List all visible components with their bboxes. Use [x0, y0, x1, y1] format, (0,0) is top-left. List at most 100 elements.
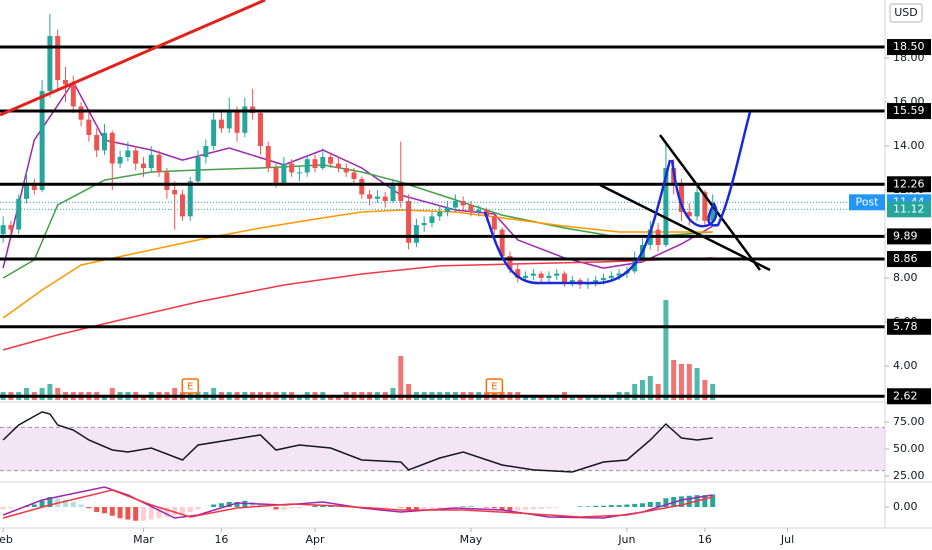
macd-histogram-bar: [273, 507, 279, 510]
currency-box: [889, 3, 923, 23]
macd-histogram-bar: [546, 507, 552, 509]
earnings-marker: [485, 378, 504, 394]
level-label-box: [887, 228, 931, 245]
candle-body: [24, 183, 30, 199]
volume-bar: [671, 360, 677, 400]
macd-histogram-bar: [140, 507, 146, 521]
x-tick-label: Mar: [133, 533, 154, 546]
volume-bar: [24, 388, 30, 400]
candle-body: [148, 154, 154, 169]
candle-body: [608, 275, 614, 278]
macd-histogram-bar: [577, 506, 583, 507]
level-label: 8.86: [893, 252, 918, 265]
volume-bar: [663, 300, 669, 400]
macd-histogram-bar: [164, 507, 170, 517]
last-price: 11.12: [893, 202, 925, 215]
macd-histogram-bar: [507, 507, 513, 511]
macd-histogram-bar: [515, 507, 521, 511]
candle-body: [242, 106, 248, 133]
candle-body: [343, 168, 349, 173]
candle-body: [601, 277, 607, 281]
volume-bar: [55, 388, 61, 400]
candle-body: [406, 200, 412, 243]
macd-histogram-bar: [523, 507, 529, 511]
candle-body: [421, 222, 427, 226]
candle-body: [296, 172, 302, 174]
volume-bar: [538, 396, 544, 400]
candle-body: [702, 192, 708, 221]
volume-bar: [678, 364, 684, 400]
macd-histogram-bar: [437, 507, 443, 509]
volume-bar: [655, 384, 661, 400]
macd-histogram-bar: [601, 505, 607, 507]
candle-body: [70, 84, 76, 107]
candle-body: [491, 216, 497, 230]
candle-body: [351, 172, 357, 179]
candle-body: [187, 181, 193, 217]
moving-average: [2, 164, 713, 279]
level-label: 15.59: [893, 104, 925, 117]
volume-bar: [608, 396, 614, 400]
candle-body: [367, 194, 373, 199]
volume-bar: [335, 396, 341, 400]
macd-histogram-bar: [179, 507, 185, 515]
triangle-line: [599, 134, 771, 272]
x-tick-label: Feb: [0, 533, 13, 546]
x-tick-label: Jun: [617, 533, 635, 546]
candle-body: [374, 196, 380, 199]
macd-histogram-bar: [421, 507, 427, 510]
volume-bar: [296, 396, 302, 400]
candle-body: [179, 194, 185, 217]
candle-body: [211, 119, 217, 147]
volume-bar: [406, 384, 412, 400]
volume-bar: [601, 396, 607, 400]
earnings-label: E: [187, 382, 193, 393]
candle-body: [156, 154, 162, 173]
volume-bar: [211, 388, 217, 400]
candle-body: [523, 275, 529, 278]
candle-body: [234, 110, 240, 133]
macd-histogram-bar: [8, 507, 14, 509]
macd-histogram-bar: [491, 507, 497, 509]
rsi-line: [2, 411, 713, 473]
y-tick-label: 75.00: [893, 415, 925, 428]
macd-histogram-bar: [133, 507, 139, 521]
macd-histogram-bar: [172, 507, 178, 516]
candle-body: [265, 146, 271, 169]
macd-histogram-bar: [0, 507, 6, 510]
y-tick-label: 4.00: [893, 359, 918, 372]
y-tick-label: 8.00: [893, 271, 918, 284]
candle-body: [562, 273, 568, 283]
candle-body: [538, 273, 544, 278]
candle-body: [507, 255, 513, 270]
volume-bar: [523, 396, 529, 400]
volume-bar: [577, 396, 583, 400]
macd-histogram-bar: [47, 497, 53, 507]
candle-body: [468, 205, 474, 212]
y-tick-label: 0.00: [893, 500, 918, 513]
x-tick-label: 16: [214, 533, 228, 546]
volume-bar: [554, 396, 560, 400]
macd-histogram-bar: [211, 504, 217, 507]
candle-body: [312, 159, 318, 169]
macd-histogram-bar: [530, 507, 536, 510]
macd-histogram-bar: [585, 506, 591, 507]
moving-average: [2, 257, 713, 351]
post-label-box: [849, 194, 885, 211]
level-label: 5.78: [893, 320, 918, 333]
volume-bar: [140, 396, 146, 400]
macd-histogram-bar: [218, 503, 224, 507]
candle-body: [94, 135, 100, 151]
macd-histogram-bar: [429, 507, 435, 509]
candle-body: [218, 119, 224, 129]
macd-histogram-bar: [78, 504, 84, 507]
volume-bar: [686, 364, 692, 400]
volume-bar: [585, 396, 591, 400]
level-label-box: [887, 388, 931, 405]
candle-body: [413, 225, 419, 243]
candle-body: [694, 192, 700, 217]
volume-bar: [546, 396, 552, 400]
candle-body: [0, 225, 6, 234]
